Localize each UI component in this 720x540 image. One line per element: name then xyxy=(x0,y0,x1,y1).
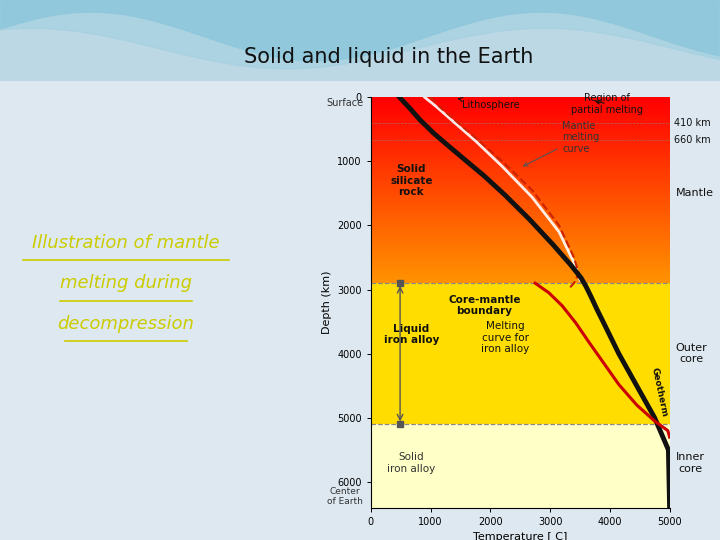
Bar xyxy=(371,255,670,259)
Text: Region of
partial melting: Region of partial melting xyxy=(571,93,643,114)
Text: 660 km: 660 km xyxy=(675,134,711,145)
Bar xyxy=(371,280,670,283)
Text: Center
of Earth: Center of Earth xyxy=(327,487,363,507)
Bar xyxy=(371,181,670,184)
Text: Solid
silicate
rock: Solid silicate rock xyxy=(390,164,433,197)
Text: Mantle
melting
curve: Mantle melting curve xyxy=(523,120,599,166)
Bar xyxy=(371,237,670,240)
Text: decompression: decompression xyxy=(58,315,194,333)
Bar xyxy=(371,227,670,231)
Bar xyxy=(371,153,670,156)
Bar xyxy=(371,224,670,227)
Bar xyxy=(371,110,670,113)
Bar xyxy=(371,163,670,165)
Bar xyxy=(371,184,670,187)
Bar xyxy=(371,119,670,122)
Bar xyxy=(371,113,670,116)
Text: Core-mantle
boundary: Core-mantle boundary xyxy=(448,295,521,316)
Bar xyxy=(371,134,670,138)
Bar xyxy=(371,197,670,200)
Text: Melting
curve for
iron alloy: Melting curve for iron alloy xyxy=(481,321,529,354)
Bar xyxy=(371,240,670,243)
Bar xyxy=(371,277,670,280)
Bar xyxy=(371,174,670,178)
Bar xyxy=(371,221,670,224)
Bar xyxy=(371,261,670,265)
Bar xyxy=(371,100,670,104)
Bar xyxy=(371,172,670,175)
Text: Illustration of mantle: Illustration of mantle xyxy=(32,234,220,252)
Bar xyxy=(371,147,670,150)
Text: Outer
core: Outer core xyxy=(675,343,707,364)
X-axis label: Temperature [ C]: Temperature [ C] xyxy=(473,532,567,540)
Bar xyxy=(371,125,670,129)
Bar xyxy=(371,140,670,144)
Text: 410 km: 410 km xyxy=(675,118,711,129)
Text: Lithosphere: Lithosphere xyxy=(459,98,519,110)
Bar xyxy=(371,106,670,110)
Bar xyxy=(371,131,670,134)
Bar xyxy=(371,156,670,159)
Bar xyxy=(371,103,670,106)
Bar xyxy=(371,187,670,190)
Bar xyxy=(371,116,670,119)
Bar xyxy=(371,159,670,163)
Bar xyxy=(371,209,670,212)
Y-axis label: Depth (km): Depth (km) xyxy=(322,271,332,334)
Bar xyxy=(371,215,670,218)
Bar xyxy=(371,199,670,202)
Bar xyxy=(371,190,670,193)
Bar xyxy=(371,97,670,100)
Bar xyxy=(371,234,670,237)
Text: Solid
iron alloy: Solid iron alloy xyxy=(387,452,436,474)
Bar xyxy=(371,202,670,206)
Bar xyxy=(371,258,670,261)
Bar xyxy=(371,246,670,249)
Bar xyxy=(371,165,670,168)
Bar xyxy=(371,249,670,252)
Bar xyxy=(371,128,670,131)
Bar xyxy=(371,271,670,274)
Bar xyxy=(371,212,670,215)
Text: Mantle: Mantle xyxy=(675,188,714,198)
Text: Surface: Surface xyxy=(326,98,363,108)
Bar xyxy=(371,193,670,197)
Bar xyxy=(371,265,670,268)
Text: Liquid
iron alloy: Liquid iron alloy xyxy=(384,323,439,345)
Text: Inner
core: Inner core xyxy=(675,452,705,474)
Bar xyxy=(371,138,670,140)
Bar xyxy=(371,274,670,277)
Bar xyxy=(371,218,670,221)
Bar xyxy=(371,268,670,271)
Bar xyxy=(371,206,670,209)
Bar xyxy=(371,283,670,424)
Bar xyxy=(371,252,670,255)
Bar xyxy=(371,122,670,125)
Bar xyxy=(371,150,670,153)
Bar xyxy=(371,144,670,147)
Bar xyxy=(371,424,670,508)
Bar xyxy=(371,243,670,246)
Text: Geotherm: Geotherm xyxy=(649,367,668,418)
Text: Solid and liquid in the Earth: Solid and liquid in the Earth xyxy=(244,46,534,67)
Bar xyxy=(371,178,670,181)
Bar xyxy=(371,231,670,234)
Text: melting during: melting during xyxy=(60,274,192,293)
Bar xyxy=(371,168,670,172)
